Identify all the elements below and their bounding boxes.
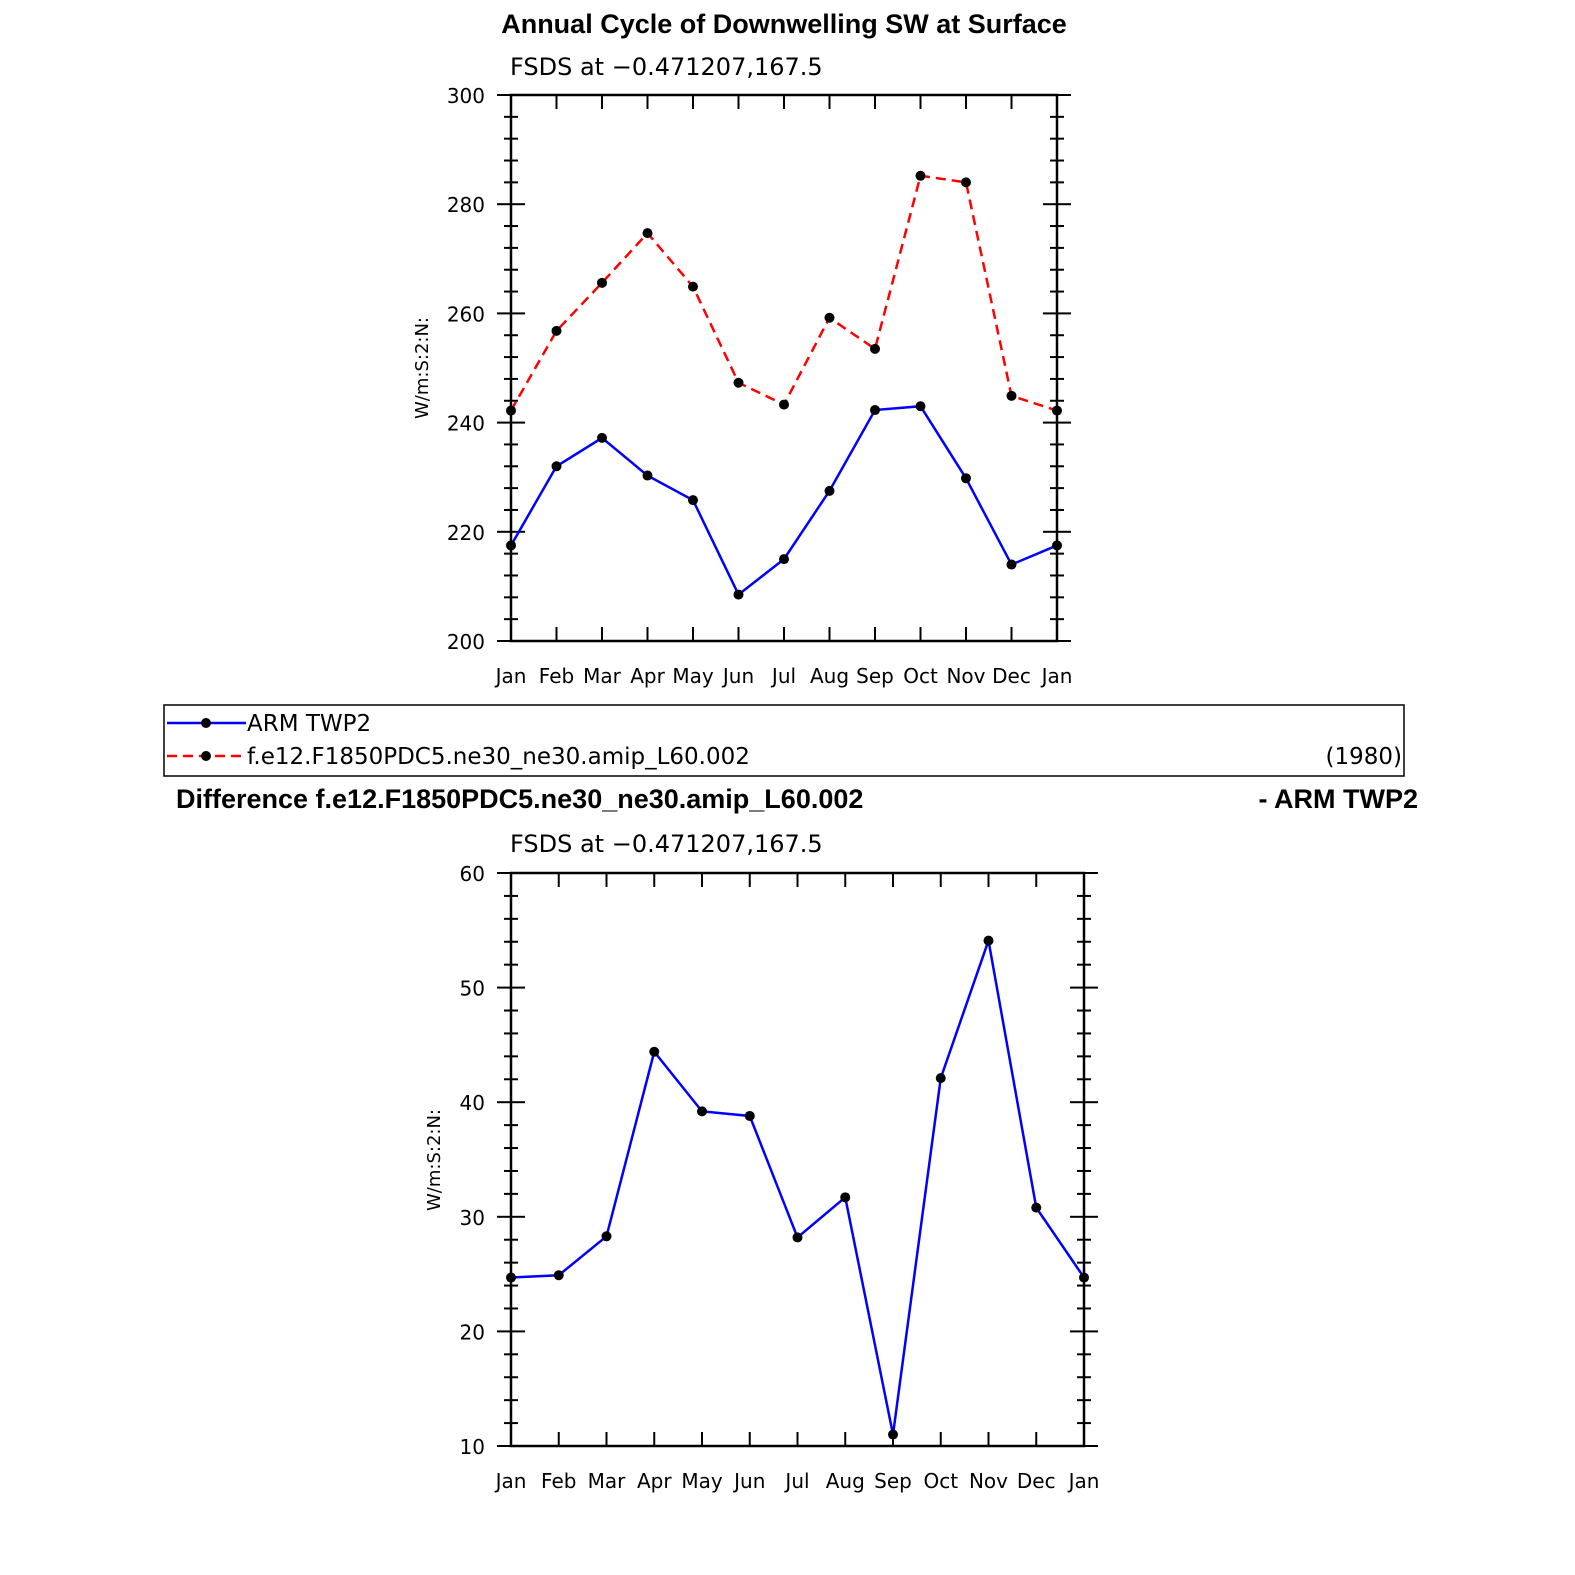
data-point-0 bbox=[551, 461, 562, 472]
y-tick-label: 50 bbox=[460, 977, 485, 1001]
data-point-1 bbox=[551, 325, 562, 336]
series-line-0 bbox=[509, 404, 1058, 597]
data-point-0 bbox=[983, 935, 994, 946]
y-tick-label: 20 bbox=[460, 1320, 485, 1344]
legend-marker-arm-twp2 bbox=[201, 718, 211, 728]
data-point-1 bbox=[733, 377, 744, 388]
bottom-chart-ylabel: W/m:S:2:N: bbox=[424, 1109, 445, 1211]
x-tick-label: Oct bbox=[903, 664, 938, 688]
plot-frame bbox=[509, 871, 1086, 1448]
data-point-1 bbox=[597, 277, 607, 288]
x-tick-label: Aug bbox=[826, 1469, 865, 1493]
data-point-1 bbox=[870, 343, 880, 354]
data-point-0 bbox=[1079, 1272, 1089, 1283]
top-chart-ylabel: W/m:S:2:N: bbox=[412, 317, 433, 419]
data-point-1 bbox=[506, 405, 516, 416]
x-tick-label: Dec bbox=[1017, 1469, 1056, 1493]
x-tick-label: Jan bbox=[1067, 1469, 1100, 1493]
x-tick-label: Jun bbox=[721, 664, 754, 688]
data-point-0 bbox=[1031, 1202, 1042, 1213]
x-tick-label: Apr bbox=[630, 664, 665, 688]
x-tick-label: Nov bbox=[969, 1469, 1008, 1493]
data-point-0 bbox=[1006, 559, 1017, 570]
data-point-1 bbox=[779, 399, 789, 410]
y-tick-label: 40 bbox=[460, 1091, 485, 1115]
x-tick-label: Apr bbox=[637, 1469, 672, 1493]
data-point-0 bbox=[792, 1232, 803, 1243]
y-tick-label: 280 bbox=[447, 193, 485, 217]
x-tick-label: Aug bbox=[810, 664, 849, 688]
data-point-0 bbox=[506, 540, 516, 551]
x-tick-label: Oct bbox=[923, 1469, 958, 1493]
data-point-0 bbox=[553, 1270, 564, 1281]
data-point-1 bbox=[1052, 405, 1062, 416]
x-tick-label: Jan bbox=[1040, 664, 1073, 688]
data-point-0 bbox=[824, 485, 835, 496]
y-tick-label: 260 bbox=[447, 302, 485, 326]
y-tick-label: 200 bbox=[447, 630, 485, 654]
series-line-0 bbox=[510, 935, 1086, 1435]
x-tick-label: Jun bbox=[732, 1469, 765, 1493]
data-point-0 bbox=[601, 1231, 612, 1242]
top-chart-subtitle: FSDS at −0.471207,167.5 bbox=[510, 53, 823, 81]
legend-label-arm-twp2: ARM TWP2 bbox=[247, 711, 371, 737]
data-point-0 bbox=[915, 401, 926, 412]
data-point-0 bbox=[642, 470, 653, 481]
data-point-1 bbox=[642, 228, 653, 239]
x-tick-label: Mar bbox=[588, 1469, 627, 1493]
y-tick-label: 240 bbox=[447, 412, 485, 436]
x-tick-label: Jan bbox=[494, 664, 527, 688]
data-point-0 bbox=[733, 589, 744, 600]
legend-marker-model bbox=[201, 751, 211, 761]
data-point-0 bbox=[779, 554, 789, 565]
x-tick-label: Feb bbox=[541, 1469, 576, 1493]
x-tick-label: Nov bbox=[946, 664, 985, 688]
x-tick-label: Jul bbox=[783, 1469, 809, 1493]
legend-label-model: f.e12.F1850PDC5.ne30_ne30.amip_L60.002 bbox=[247, 744, 750, 770]
x-tick-label: Jan bbox=[494, 1469, 527, 1493]
data-point-0 bbox=[1052, 540, 1062, 551]
top-chart: Annual Cycle of Downwelling SW at Surfac… bbox=[412, 9, 1072, 688]
data-point-1 bbox=[961, 177, 971, 188]
legend: ARM TWP2 f.e12.F1850PDC5.ne30_ne30.amip_… bbox=[163, 704, 1405, 777]
data-point-1 bbox=[688, 281, 698, 292]
y-tick-label: 60 bbox=[460, 862, 485, 886]
data-point-0 bbox=[961, 473, 971, 484]
bottom-chart-title: Difference f.e12.F1850PDC5.ne30_ne30.ami… bbox=[176, 784, 863, 814]
x-tick-label: Mar bbox=[583, 664, 622, 688]
y-tick-label: 300 bbox=[447, 84, 485, 108]
data-point-0 bbox=[688, 495, 698, 506]
data-point-1 bbox=[1006, 390, 1017, 401]
data-point-0 bbox=[744, 1110, 755, 1121]
top-chart-title: Annual Cycle of Downwelling SW at Surfac… bbox=[501, 9, 1067, 39]
data-point-0 bbox=[697, 1106, 707, 1117]
x-tick-label: Sep bbox=[874, 1469, 912, 1493]
x-tick-label: Dec bbox=[992, 664, 1031, 688]
legend-year: (1980) bbox=[1326, 744, 1402, 770]
legend-box bbox=[163, 704, 1405, 777]
data-point-1 bbox=[915, 170, 926, 181]
data-point-0 bbox=[506, 1272, 516, 1283]
data-point-0 bbox=[935, 1073, 946, 1084]
series-line-1 bbox=[509, 174, 1058, 412]
bottom-chart-title-right: - ARM TWP2 bbox=[1259, 784, 1418, 814]
x-tick-label: Jul bbox=[770, 664, 796, 688]
data-point-0 bbox=[597, 432, 607, 443]
bottom-chart: Difference f.e12.F1850PDC5.ne30_ne30.ami… bbox=[176, 784, 1418, 1493]
x-tick-label: Feb bbox=[539, 664, 574, 688]
data-point-0 bbox=[888, 1429, 898, 1440]
bottom-chart-subtitle: FSDS at −0.471207,167.5 bbox=[510, 830, 823, 858]
x-tick-label: May bbox=[672, 664, 714, 688]
data-point-0 bbox=[840, 1192, 851, 1203]
x-tick-label: Sep bbox=[856, 664, 894, 688]
y-tick-label: 220 bbox=[447, 521, 485, 545]
y-tick-label: 30 bbox=[460, 1206, 485, 1230]
data-point-0 bbox=[870, 405, 880, 416]
x-tick-label: May bbox=[681, 1469, 723, 1493]
y-tick-label: 10 bbox=[460, 1435, 485, 1459]
data-point-1 bbox=[824, 312, 835, 323]
data-point-0 bbox=[649, 1046, 660, 1057]
